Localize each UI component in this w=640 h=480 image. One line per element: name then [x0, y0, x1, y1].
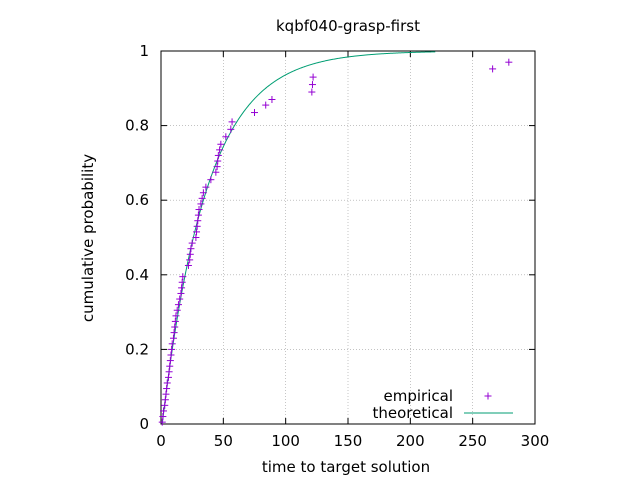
empirical-point: [163, 385, 171, 393]
empirical-point: [308, 88, 316, 96]
x-tick-label: 250: [458, 432, 487, 450]
x-tick-label: 300: [521, 432, 550, 450]
y-axis-label: cumulative probability: [79, 154, 97, 322]
empirical-point: [202, 183, 210, 191]
empirical-point: [161, 396, 169, 404]
empirical-point: [184, 261, 192, 269]
empirical-point: [171, 317, 179, 325]
empirical-point: [188, 239, 196, 247]
empirical-point: [227, 125, 235, 133]
x-tick-label: 50: [214, 432, 233, 450]
empirical-point: [308, 81, 316, 89]
empirical-point: [170, 329, 178, 337]
y-tick-label: 0.2: [125, 340, 149, 358]
empirical-point: [207, 176, 215, 184]
empirical-point: [222, 133, 230, 141]
empirical-point: [214, 157, 222, 165]
empirical-point: [505, 58, 513, 66]
empirical-point: [195, 206, 203, 214]
legend-label-theoretical: theoretical: [372, 404, 453, 422]
x-tick-label: 100: [271, 432, 300, 450]
empirical-point: [176, 295, 184, 303]
empirical-point: [179, 273, 187, 281]
x-axis-label: time to target solution: [262, 458, 430, 476]
legend-label-empirical: empirical: [384, 387, 453, 405]
empirical-point: [199, 189, 207, 197]
y-tick-labels: 0 0.2 0.4 0.6 0.8 1: [125, 42, 149, 433]
legend-plus: [484, 392, 492, 400]
empirical-point: [217, 140, 225, 148]
empirical-point: [166, 357, 174, 365]
empirical-point: [186, 250, 194, 258]
y-tick-label: 0.6: [125, 191, 149, 209]
empirical-point: [309, 73, 317, 81]
y-tick-label: 0.4: [125, 266, 149, 284]
empirical-point: [216, 146, 224, 154]
y-tick-label: 0: [139, 415, 149, 433]
empirical-point: [198, 194, 206, 202]
x-tick-label: 150: [334, 432, 363, 450]
y-tick-label: 0.8: [125, 117, 149, 135]
empirical-point: [174, 301, 182, 309]
legend-marker-empirical: [484, 392, 492, 400]
empirical-point: [251, 109, 258, 117]
empirical-series-points: [158, 58, 513, 426]
x-tick-labels: 0 50 100 150 200 250 300: [156, 432, 549, 450]
empirical-point: [193, 222, 201, 230]
empirical-point: [489, 65, 497, 73]
empirical-point: [168, 340, 176, 348]
x-tick-label: 0: [156, 432, 166, 450]
empirical-point: [159, 407, 167, 415]
empirical-point: [212, 168, 220, 176]
empirical-point: [164, 373, 172, 381]
empirical-point: [194, 211, 202, 219]
empirical-point: [158, 418, 166, 426]
empirical-point: [163, 379, 171, 387]
empirical-point: [268, 95, 276, 103]
empirical-point: [194, 217, 202, 225]
empirical-point: [187, 245, 195, 253]
empirical-point: [178, 284, 186, 292]
empirical-point: [214, 151, 222, 159]
empirical-point: [173, 306, 181, 314]
empirical-point: [171, 323, 179, 331]
empirical-point: [172, 312, 180, 320]
empirical-point: [228, 118, 236, 126]
empirical-point: [197, 200, 205, 208]
empirical-point: [165, 368, 173, 376]
empirical-point: [193, 228, 201, 236]
empirical-point: [186, 256, 194, 264]
empirical-point: [159, 413, 167, 421]
legend: empirical theoretical: [372, 387, 513, 422]
chart-grid: [161, 51, 535, 424]
empirical-point: [162, 390, 170, 398]
y-tick-label: 1: [139, 42, 149, 60]
empirical-point: [168, 345, 176, 353]
empirical-point: [262, 101, 270, 109]
chart-title: kqbf040-grasp-first: [276, 17, 420, 35]
empirical-point: [169, 334, 177, 342]
empirical-point: [166, 362, 174, 370]
x-tick-label: 200: [396, 432, 425, 450]
empirical-point: [178, 278, 186, 286]
theoretical-series-line: [161, 51, 436, 425]
empirical-point: [192, 234, 200, 241]
empirical-point: [213, 163, 221, 171]
empirical-point: [177, 289, 185, 297]
empirical-point: [161, 401, 169, 409]
empirical-point: [167, 351, 175, 359]
